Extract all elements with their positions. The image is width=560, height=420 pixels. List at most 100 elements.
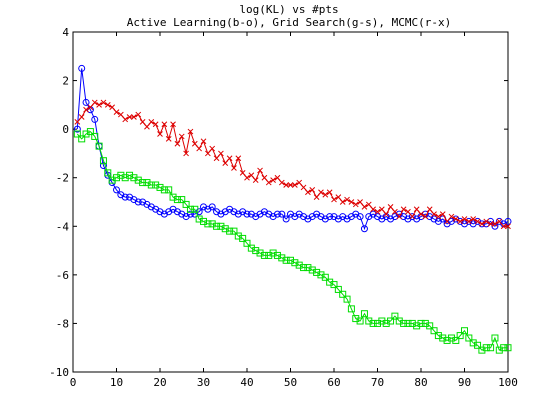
y-tick-label: -2 xyxy=(56,172,69,185)
data-point xyxy=(134,198,142,206)
data-point xyxy=(400,319,408,327)
data-point xyxy=(117,111,124,118)
data-point xyxy=(235,155,242,162)
data-point xyxy=(452,336,460,344)
data-point xyxy=(291,259,299,267)
data-point xyxy=(505,223,511,230)
data-point xyxy=(352,315,360,323)
data-point xyxy=(482,344,490,352)
data-point xyxy=(392,208,398,215)
y-tick-label: -8 xyxy=(56,317,69,330)
data-point xyxy=(343,295,351,303)
data-point xyxy=(365,317,373,325)
data-point xyxy=(278,179,285,186)
data-point xyxy=(326,213,334,221)
x-tick-label: 10 xyxy=(110,376,123,389)
data-point xyxy=(374,208,381,215)
data-point xyxy=(326,189,333,196)
data-point xyxy=(273,251,281,259)
data-point xyxy=(131,114,137,120)
data-point xyxy=(308,266,316,274)
data-point xyxy=(309,187,316,193)
data-point xyxy=(174,140,181,147)
data-point xyxy=(426,322,434,330)
y-tick-label: -10 xyxy=(49,366,69,379)
data-point xyxy=(318,189,324,196)
x-tick-label: 60 xyxy=(327,376,340,389)
data-point xyxy=(426,206,433,213)
data-point xyxy=(369,319,377,327)
data-point xyxy=(183,150,189,157)
data-point xyxy=(365,201,372,208)
data-point xyxy=(126,114,133,120)
data-point xyxy=(452,216,459,222)
data-point xyxy=(269,249,277,257)
data-point xyxy=(382,319,390,327)
data-point xyxy=(252,177,259,183)
data-point xyxy=(239,170,246,176)
data-point xyxy=(113,174,120,182)
data-point xyxy=(487,344,495,352)
series-active-learning xyxy=(73,64,512,233)
data-point xyxy=(148,119,155,125)
data-point xyxy=(413,322,421,330)
data-point xyxy=(461,216,468,222)
y-tick-label: 0 xyxy=(62,123,69,136)
data-point xyxy=(108,176,116,184)
data-point xyxy=(226,227,234,235)
data-point xyxy=(170,121,176,128)
data-point xyxy=(491,334,499,342)
data-point xyxy=(243,239,251,247)
x-tick-label: 100 xyxy=(498,376,518,389)
data-point xyxy=(143,179,151,187)
series-mcmc xyxy=(74,99,511,230)
data-point xyxy=(213,222,221,230)
data-point xyxy=(91,115,99,123)
data-point xyxy=(121,174,129,182)
data-point xyxy=(273,210,281,218)
data-point xyxy=(178,196,186,204)
data-point xyxy=(239,234,247,242)
data-point xyxy=(465,334,473,342)
data-point xyxy=(347,305,355,313)
data-point xyxy=(156,183,164,191)
series-group xyxy=(73,64,512,354)
data-point xyxy=(231,165,237,171)
data-point xyxy=(352,201,359,208)
chart-subtitle: Active Learning(b-o), Grid Search(g-s), … xyxy=(127,16,452,29)
data-point xyxy=(83,106,89,113)
data-point xyxy=(331,196,337,203)
data-point xyxy=(78,64,86,72)
data-point xyxy=(496,218,503,225)
data-point xyxy=(465,218,472,225)
data-point xyxy=(457,218,464,225)
data-point xyxy=(322,191,329,198)
data-point xyxy=(152,181,160,189)
data-point xyxy=(130,174,138,182)
data-point xyxy=(86,128,94,136)
data-point xyxy=(495,346,503,354)
data-point xyxy=(396,213,403,220)
data-point xyxy=(370,206,377,213)
data-point xyxy=(248,172,255,179)
data-point xyxy=(474,341,482,349)
data-point xyxy=(261,174,268,181)
data-point xyxy=(165,186,173,194)
data-point xyxy=(87,104,94,111)
data-point xyxy=(344,196,350,203)
data-point xyxy=(191,140,198,147)
data-point xyxy=(422,213,429,220)
data-point xyxy=(161,121,168,128)
data-point xyxy=(82,130,90,138)
data-point xyxy=(447,334,455,342)
data-point xyxy=(357,199,363,205)
data-point xyxy=(321,273,329,281)
data-point xyxy=(361,204,368,210)
data-point xyxy=(187,128,194,135)
data-point xyxy=(226,155,233,162)
data-point xyxy=(256,249,264,257)
data-point xyxy=(395,317,403,325)
data-point xyxy=(300,184,307,191)
data-point xyxy=(404,319,412,327)
data-point xyxy=(470,216,477,222)
